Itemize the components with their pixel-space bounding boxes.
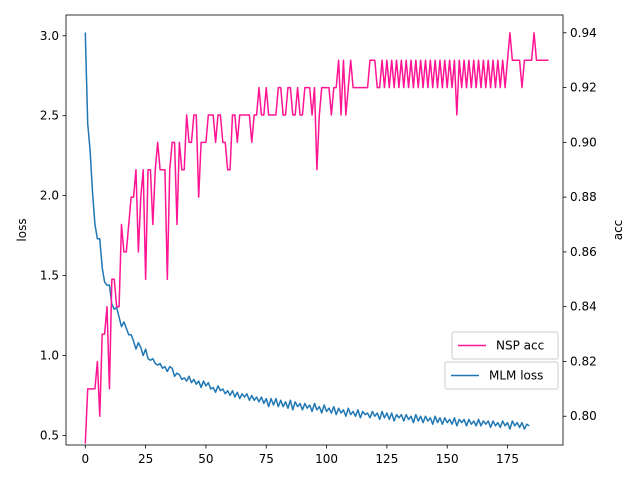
y-right-tick-label: 0.80 <box>570 409 597 423</box>
x-tick-label: 150 <box>436 452 459 466</box>
plot-area <box>84 32 549 444</box>
y-right-tick-label: 0.92 <box>570 81 597 95</box>
legend-label-nsp: NSP acc <box>496 339 544 353</box>
x-tick-label: 125 <box>375 452 398 466</box>
series-line-mlm <box>84 32 530 430</box>
y-left-tick-label: 2.5 <box>40 109 59 123</box>
x-tick-label: 75 <box>259 452 274 466</box>
legend-box-mlm: MLM loss <box>444 361 559 390</box>
y-right-tick-label: 0.90 <box>570 135 597 149</box>
y-right-tick-label: 0.88 <box>570 190 597 204</box>
legend-frame <box>444 361 559 390</box>
x-tick-label: 175 <box>496 452 519 466</box>
x-tick-label: 25 <box>138 452 153 466</box>
y-right-tick-label: 0.94 <box>570 26 597 40</box>
series-line-nsp <box>84 32 549 444</box>
legend: NSP acc MLM loss <box>444 331 559 390</box>
axes: 0 25 50 75 100 125 150 175 0.5 1.0 1.5 2.0 2.5 3.0 0.8… <box>15 14 625 466</box>
x-tick-label: 100 <box>315 452 338 466</box>
y-right-tick-label: 0.84 <box>570 300 597 314</box>
legend-label-mlm: MLM loss <box>489 369 543 383</box>
x-tick-label: 0 <box>81 452 89 466</box>
y-right-axis-title: acc <box>611 220 625 241</box>
y-left-tick-label: 1.0 <box>40 348 59 362</box>
y-left-axis-title: loss <box>15 218 29 241</box>
y-right-tick-label: 0.86 <box>570 245 597 259</box>
y-left-tick-label: 1.5 <box>40 269 59 283</box>
x-tick-label: 50 <box>198 452 213 466</box>
y-left-tick-label: 3.0 <box>40 29 59 43</box>
y-left-tick-label: 2.0 <box>40 189 59 203</box>
legend-box-nsp: NSP acc <box>451 331 559 360</box>
y-left-tick-label: 0.5 <box>40 428 59 442</box>
legend-frame <box>451 331 559 360</box>
axes-frame <box>65 14 564 446</box>
y-right-tick-label: 0.82 <box>570 354 597 368</box>
